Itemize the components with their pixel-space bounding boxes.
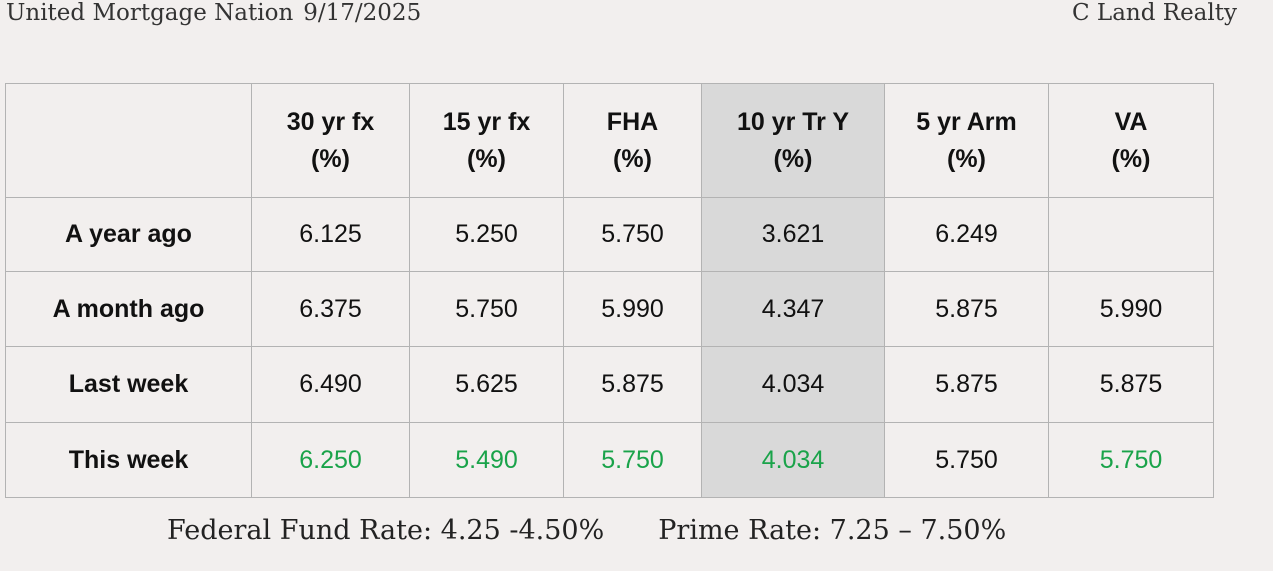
column-header-label: VA: [1114, 107, 1148, 136]
column-header-unit: (%): [613, 144, 652, 173]
prime-rate: Prime Rate: 7.25 – 7.50%: [658, 515, 1007, 546]
column-header-30yr-fixed: 30 yr fx (%): [251, 83, 410, 198]
column-header-unit: (%): [467, 144, 506, 173]
table-header-row: 30 yr fx (%) 15 yr fx (%) FHA (%) 10 yr Tr …: [5, 83, 1214, 198]
column-header-va: VA (%): [1048, 83, 1214, 198]
row-label-last-week: Last week: [5, 346, 252, 423]
column-header-label: 10 yr Tr Y: [736, 107, 850, 136]
table-cell: 5.490: [409, 422, 564, 498]
column-header-label: 30 yr fx: [286, 107, 375, 136]
row-label-this-week: This week: [5, 422, 252, 498]
row-label-month-ago: A month ago: [5, 271, 252, 347]
table-cell: 5.750: [1048, 422, 1214, 498]
table-cell: 5.750: [884, 422, 1049, 498]
table-cell: 4.347: [701, 271, 885, 347]
publisher-name: United Mortgage Nation: [6, 0, 294, 26]
table-cell: 6.490: [251, 346, 410, 423]
row-label-year-ago: A year ago: [5, 197, 252, 272]
table-cell: 5.750: [409, 271, 564, 347]
table-cell: 5.875: [884, 271, 1049, 347]
header-corner-cell: [5, 83, 252, 198]
table-row: Last week 6.490 5.625 5.875 4.034 5.875 …: [5, 346, 1214, 423]
report-date: 9/17/2025: [303, 0, 422, 26]
table-cell: 3.621: [701, 197, 885, 272]
mortgage-rates-table: 30 yr fx (%) 15 yr fx (%) FHA (%) 10 yr Tr …: [5, 83, 1214, 498]
table-cell: 5.990: [1048, 271, 1214, 347]
table-cell: 4.034: [701, 422, 885, 498]
table-cell: 6.249: [884, 197, 1049, 272]
column-header-label: 15 yr fx: [442, 107, 531, 136]
table-cell: 6.375: [251, 271, 410, 347]
table-cell: 4.034: [701, 346, 885, 423]
table-row: A month ago 6.375 5.750 5.990 4.347 5.87…: [5, 271, 1214, 347]
table-cell: 5.250: [409, 197, 564, 272]
table-row: A year ago 6.125 5.250 5.750 3.621 6.249: [5, 197, 1214, 272]
table-cell: 6.125: [251, 197, 410, 272]
header-publisher-line: United Mortgage Nation 9/17/2025: [6, 0, 421, 26]
table-cell: 6.250: [251, 422, 410, 498]
federal-fund-rate: Federal Fund Rate: 4.25 -4.50%: [167, 515, 605, 546]
table-cell: 5.750: [563, 422, 702, 498]
table-cell: 5.750: [563, 197, 702, 272]
table-cell: 5.875: [1048, 346, 1214, 423]
column-header-10yr-treasury: 10 yr Tr Y (%): [701, 83, 885, 198]
column-header-5yr-arm: 5 yr Arm (%): [884, 83, 1049, 198]
table-cell: 5.875: [884, 346, 1049, 423]
column-header-15yr-fixed: 15 yr fx (%): [409, 83, 564, 198]
column-header-unit: (%): [1111, 144, 1151, 173]
column-header-label: 5 yr Arm: [916, 107, 1017, 136]
footer-rates: Federal Fund Rate: 4.25 -4.50% Prime Rate…: [167, 515, 1006, 546]
column-header-fha: FHA (%): [563, 83, 702, 198]
company-name: C Land Realty: [1072, 0, 1237, 26]
table-cell: 5.875: [563, 346, 702, 423]
column-header-label: FHA: [606, 107, 659, 136]
table-row-this-week: This week 6.250 5.490 5.750 4.034 5.750 …: [5, 422, 1214, 498]
column-header-unit: (%): [773, 144, 813, 173]
table-cell: 5.990: [563, 271, 702, 347]
table-cell: 5.625: [409, 346, 564, 423]
column-header-unit: (%): [947, 144, 986, 173]
table-cell: [1048, 197, 1214, 272]
column-header-unit: (%): [311, 144, 350, 173]
